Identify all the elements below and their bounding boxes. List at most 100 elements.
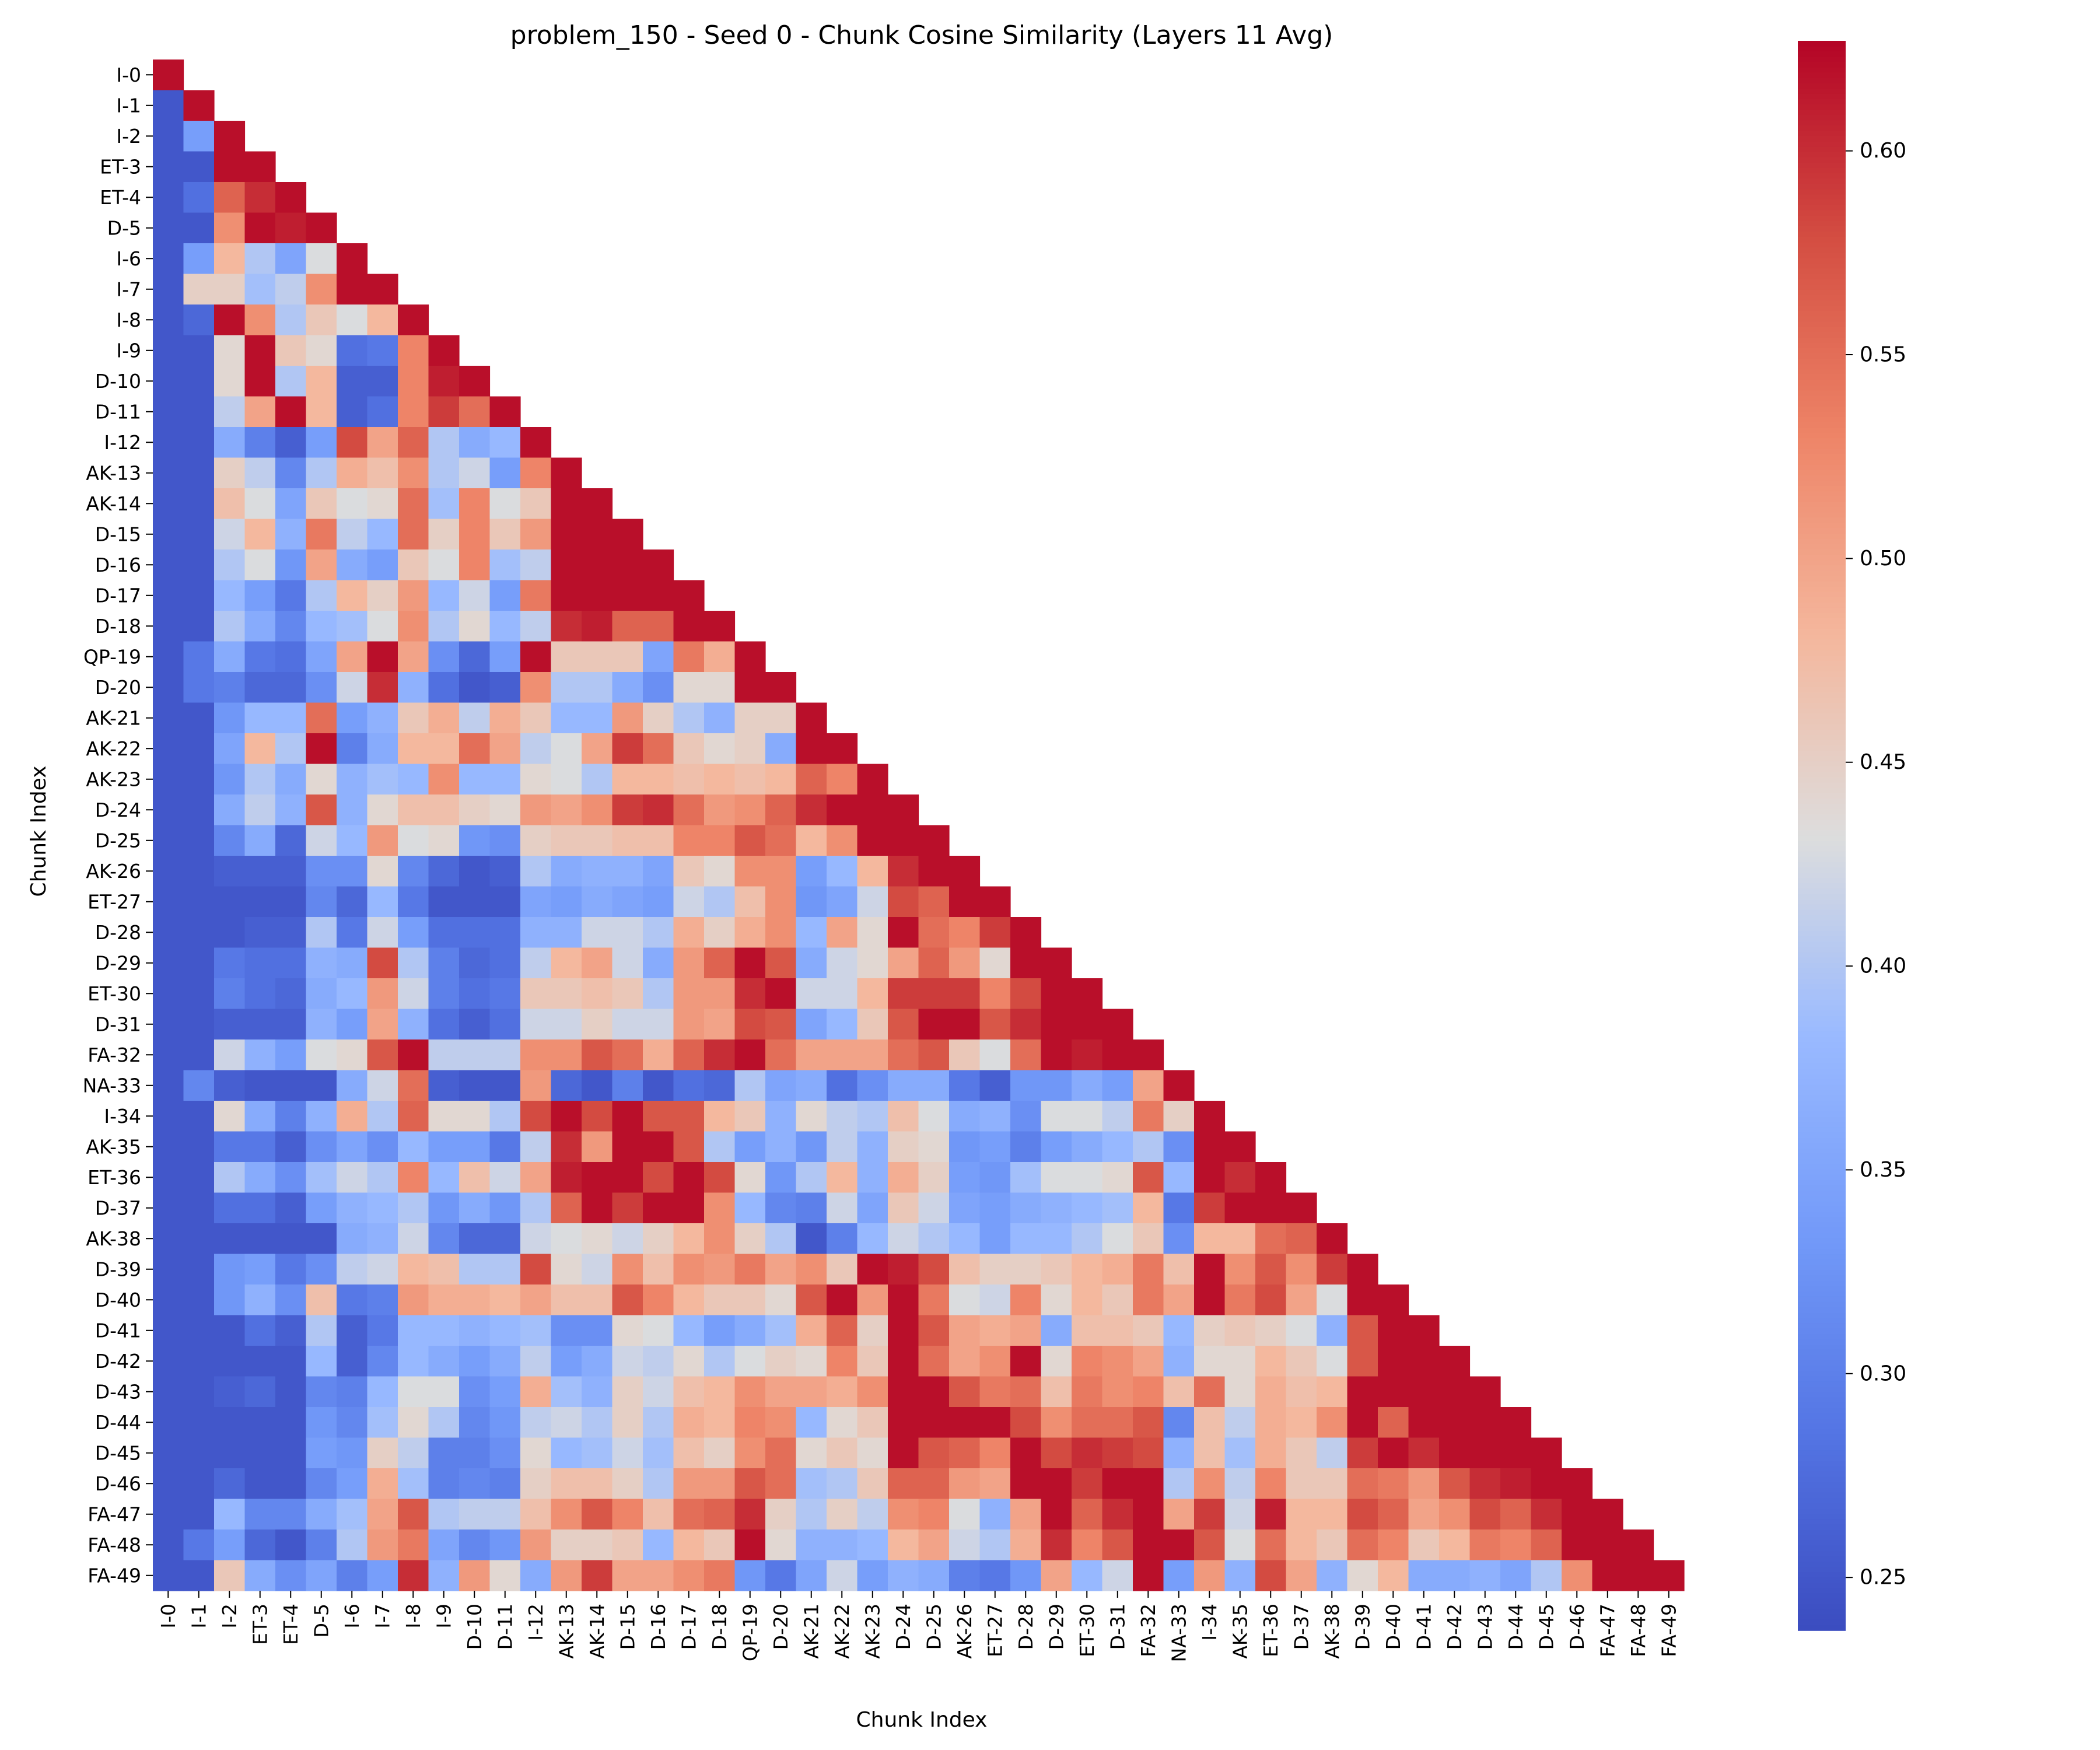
- heatmap-cell: [520, 672, 552, 704]
- heatmap-cell: [183, 335, 215, 366]
- heatmap-cell: [1317, 1437, 1348, 1469]
- heatmap-cell: [918, 1315, 950, 1346]
- heatmap-cell: [643, 1560, 674, 1591]
- heatmap-cell: [153, 978, 184, 1010]
- heatmap-cell: [612, 917, 643, 949]
- heatmap-cell: [796, 1009, 827, 1040]
- heatmap-cell: [459, 550, 491, 581]
- colorbar-segment: [1798, 1376, 1846, 1382]
- heatmap-cell: [275, 1437, 307, 1469]
- heatmap-cell: [796, 947, 827, 979]
- heatmap-cell: [582, 672, 613, 704]
- x-tick-label: I-0: [157, 1604, 180, 1629]
- heatmap-cell: [1133, 1468, 1164, 1500]
- heatmap-cell: [551, 1376, 582, 1408]
- heatmap-cell: [857, 1162, 888, 1194]
- colorbar-segment: [1798, 804, 1846, 810]
- colorbar-segment: [1798, 62, 1846, 68]
- heatmap-cell: [398, 1101, 429, 1132]
- heatmap-cell: [612, 580, 643, 611]
- heatmap-cell: [244, 1131, 276, 1163]
- heatmap-cell: [673, 1499, 705, 1530]
- heatmap-cell: [949, 1192, 981, 1224]
- heatmap-cell: [734, 886, 766, 918]
- heatmap-cell: [1562, 1560, 1593, 1591]
- heatmap-cell: [306, 335, 337, 366]
- heatmap-cell: [244, 1284, 276, 1316]
- heatmap-cell: [520, 611, 552, 642]
- heatmap-cell: [306, 1346, 337, 1377]
- heatmap-cell: [183, 519, 215, 550]
- heatmap-cell: [1224, 1254, 1256, 1285]
- heatmap-cell: [734, 1162, 766, 1194]
- colorbar-segment: [1798, 936, 1846, 942]
- heatmap-cell: [398, 1284, 429, 1316]
- heatmap-cell: [275, 672, 307, 704]
- heatmap-cell: [489, 1468, 521, 1500]
- heatmap-cell: [153, 611, 184, 642]
- heatmap-cell: [214, 396, 246, 428]
- heatmap-cell: [337, 1284, 368, 1316]
- colorbar-segment: [1798, 1487, 1846, 1493]
- heatmap-cell: [888, 1376, 919, 1408]
- colorbar-segment: [1798, 645, 1846, 651]
- heatmap-cell: [428, 488, 460, 520]
- colorbar-segment: [1798, 740, 1846, 746]
- heatmap-cell: [275, 1315, 307, 1346]
- heatmap-cell: [1286, 1530, 1317, 1561]
- heatmap-cell: [1072, 1009, 1103, 1040]
- heatmap-cell: [153, 1070, 184, 1101]
- heatmap-cell: [857, 794, 888, 826]
- heatmap-cell: [1500, 1437, 1532, 1469]
- heatmap-cell: [153, 1162, 184, 1194]
- heatmap-cell: [582, 1560, 613, 1591]
- heatmap-cell: [1347, 1254, 1378, 1285]
- heatmap-cell: [183, 1040, 215, 1071]
- colorbar-segment: [1798, 1153, 1846, 1160]
- heatmap-cell: [673, 1376, 705, 1408]
- colorbar-segment: [1798, 873, 1846, 878]
- heatmap-cell: [888, 1009, 919, 1040]
- colorbar-segment: [1798, 746, 1846, 751]
- heatmap-cell: [643, 825, 674, 856]
- heatmap-cell: [1286, 1499, 1317, 1530]
- heatmap-cell: [1010, 1254, 1042, 1285]
- heatmap-cell: [489, 427, 521, 459]
- heatmap-cell: [827, 825, 858, 856]
- y-tick-label: FA-48: [88, 1534, 141, 1556]
- heatmap-cell: [1347, 1284, 1378, 1316]
- heatmap-cell: [1224, 1192, 1256, 1224]
- heatmap-cell: [582, 1101, 613, 1132]
- heatmap-cell: [612, 886, 643, 918]
- heatmap-cell: [551, 886, 582, 918]
- x-tick-label: I-6: [341, 1604, 363, 1629]
- heatmap-cell: [1041, 1009, 1072, 1040]
- heatmap-cell: [1286, 1560, 1317, 1591]
- heatmap-cell: [1133, 1223, 1164, 1255]
- colorbar-segment: [1798, 867, 1846, 873]
- heatmap-cell: [275, 856, 307, 887]
- heatmap-cell: [1500, 1530, 1532, 1561]
- heatmap-cell: [459, 917, 491, 949]
- y-axis-tick-labels: I-0I-1I-2ET-3ET-4D-5I-6I-7I-8I-9D-10D-11…: [83, 64, 141, 1587]
- heatmap-cell: [428, 1192, 460, 1224]
- heatmap-cell: [827, 1407, 858, 1438]
- heatmap-cell: [459, 825, 491, 856]
- heatmap-cell: [765, 1376, 797, 1408]
- heatmap-cell: [734, 1070, 766, 1101]
- heatmap-cell: [489, 641, 521, 673]
- heatmap-cell: [183, 702, 215, 734]
- heatmap-cell: [459, 427, 491, 459]
- heatmap-cell: [183, 1468, 215, 1500]
- heatmap-cell: [949, 1162, 981, 1194]
- heatmap-cell: [1041, 1346, 1072, 1377]
- heatmap-cell: [1317, 1284, 1348, 1316]
- heatmap-cell: [275, 641, 307, 673]
- heatmap-cell: [428, 1437, 460, 1469]
- heatmap-cell: [153, 580, 184, 611]
- heatmap-cell: [428, 1131, 460, 1163]
- heatmap-cell: [612, 733, 643, 765]
- heatmap-cell: [1224, 1346, 1256, 1377]
- heatmap-cell: [704, 917, 736, 949]
- heatmap-cell: [1072, 1192, 1103, 1224]
